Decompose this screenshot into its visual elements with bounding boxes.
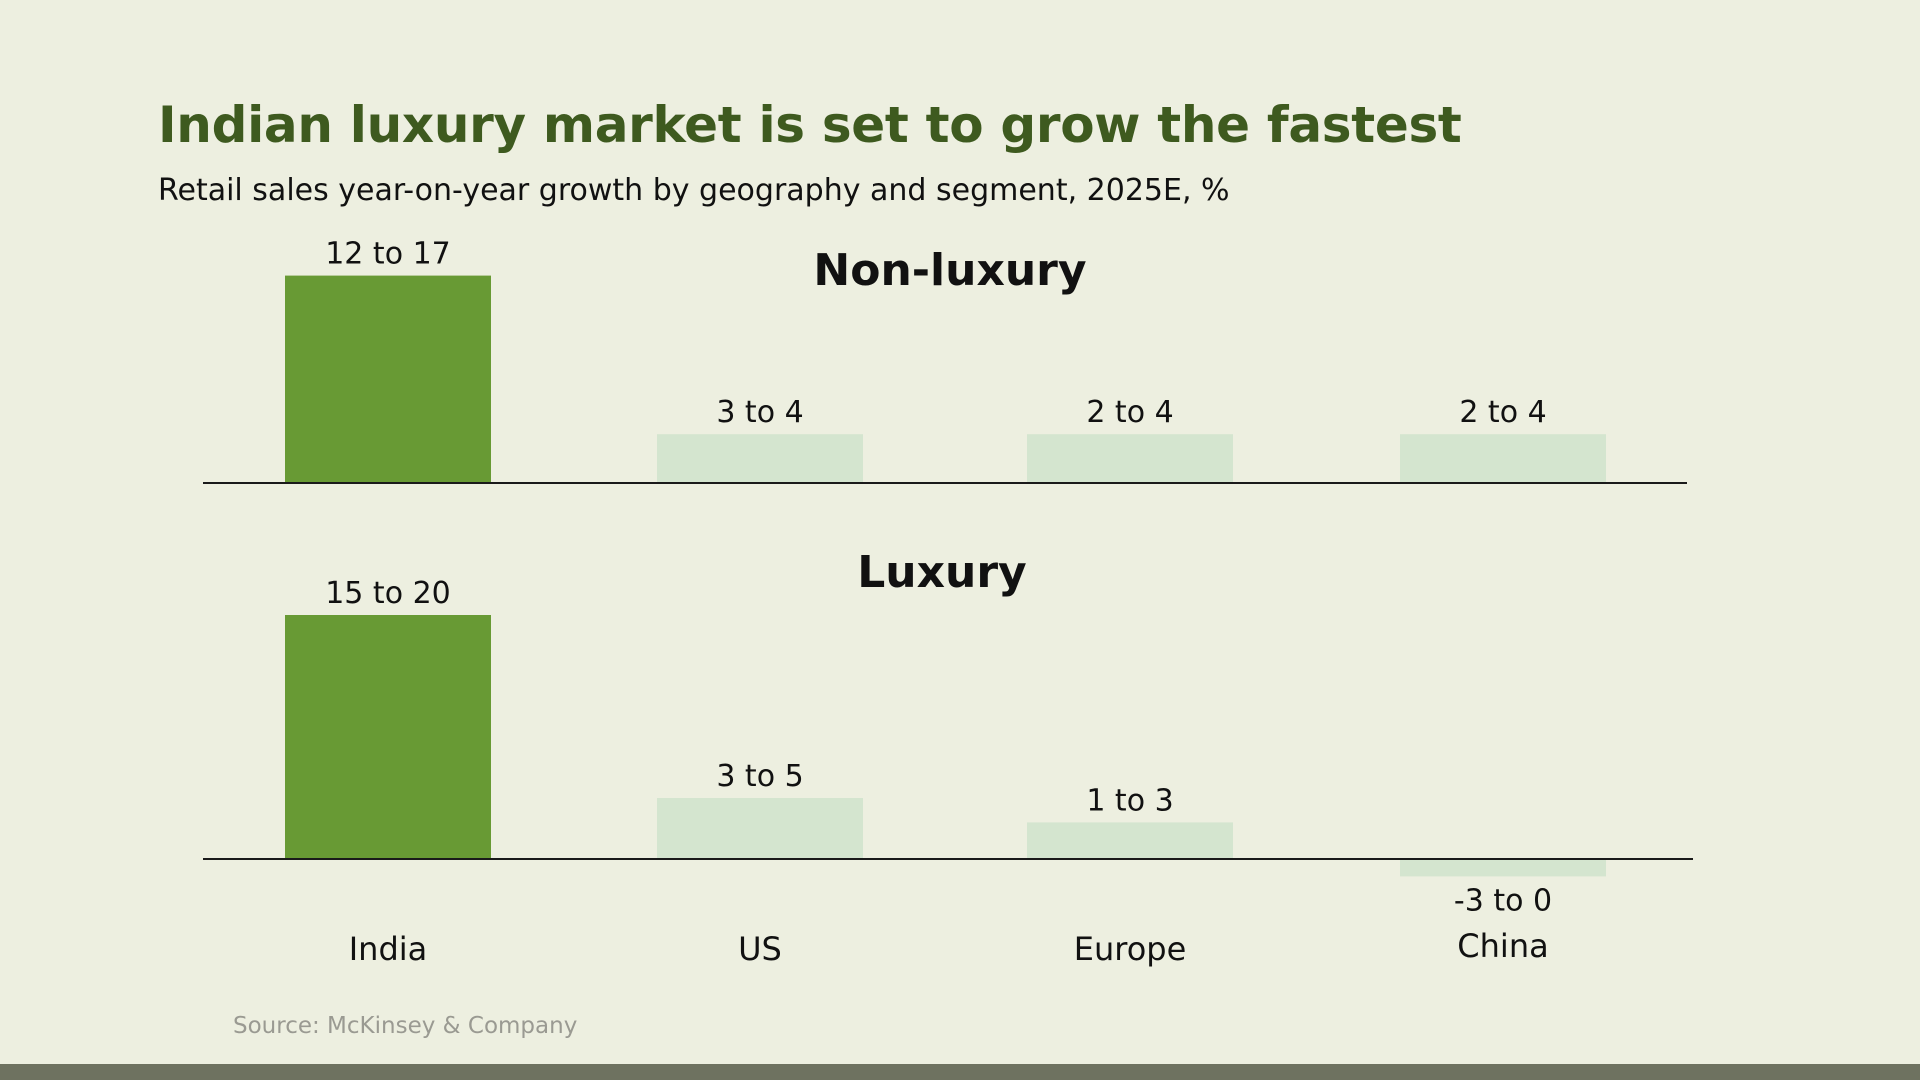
chart-subtitle: Retail sales year-on-year growth by geog… xyxy=(158,173,1230,208)
data-label: 2 to 4 xyxy=(1459,395,1546,430)
category-label-india: India xyxy=(349,930,428,968)
bar-india xyxy=(285,275,491,483)
category-label-us: US xyxy=(738,930,782,968)
panel-title: Luxury xyxy=(857,547,1026,598)
data-label: 2 to 4 xyxy=(1086,395,1173,430)
data-label: -3 to 0 xyxy=(1454,883,1552,918)
bar-china xyxy=(1400,434,1606,483)
data-label: 1 to 3 xyxy=(1086,783,1173,818)
bar-us xyxy=(657,434,863,483)
bar-india xyxy=(285,615,491,859)
bar-us xyxy=(657,798,863,859)
chart-title: Indian luxury market is set to grow the … xyxy=(158,96,1462,154)
category-label-europe: Europe xyxy=(1074,930,1187,968)
bar-europe xyxy=(1027,822,1233,859)
bar-europe xyxy=(1027,434,1233,483)
data-label: 3 to 4 xyxy=(716,395,803,430)
data-label: 3 to 5 xyxy=(716,759,803,794)
footer-bar xyxy=(0,1064,1920,1080)
panel-title: Non-luxury xyxy=(813,245,1086,296)
source-note: Source: McKinsey & Company xyxy=(233,1013,578,1039)
data-label: 12 to 17 xyxy=(325,237,451,272)
data-label: 15 to 20 xyxy=(325,576,451,611)
category-label-china: China xyxy=(1457,927,1548,965)
bar-china xyxy=(1400,859,1606,877)
